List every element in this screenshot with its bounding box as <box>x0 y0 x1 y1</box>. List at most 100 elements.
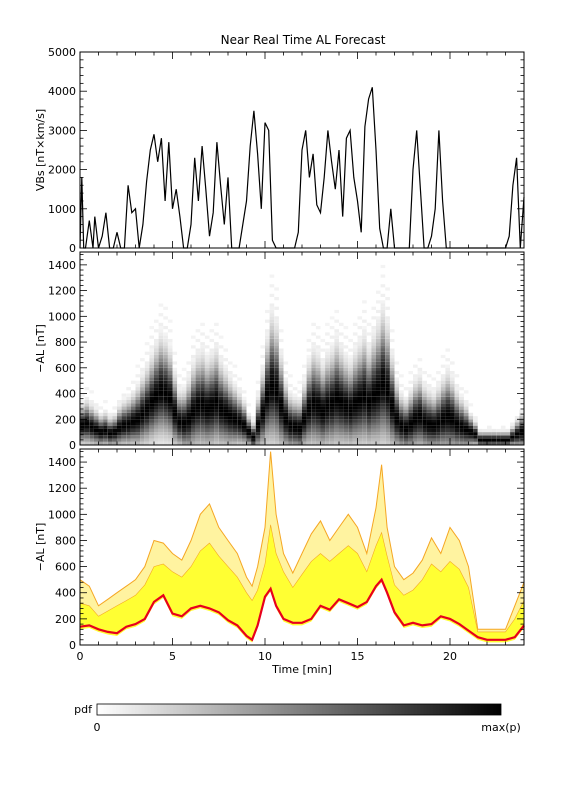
heatmap-cell <box>237 435 242 439</box>
heatmap-cell <box>177 409 182 413</box>
heatmap-cell <box>320 435 326 439</box>
heatmap-cell <box>403 422 409 426</box>
heatmap-cell <box>158 361 164 365</box>
heatmap-cell <box>167 354 173 359</box>
heatmap-cell <box>302 374 307 378</box>
heatmap-cell <box>228 422 233 426</box>
heatmap-cell <box>167 345 173 349</box>
heatmap-cell <box>408 416 413 420</box>
heatmap-cell <box>306 396 312 400</box>
heatmap-cell <box>181 406 187 410</box>
heatmap-cell <box>200 403 205 407</box>
heatmap-cell <box>89 412 94 416</box>
heatmap-cell <box>107 438 113 442</box>
heatmap-cell <box>200 332 205 336</box>
heatmap-cell <box>237 422 242 426</box>
heatmap-cell <box>154 345 159 349</box>
heatmap-cell <box>130 428 136 433</box>
heatmap-cell <box>292 400 298 404</box>
heatmap-cell <box>343 367 349 371</box>
heatmap-cell <box>343 364 349 368</box>
heatmap-cell <box>154 338 159 343</box>
heatmap-cell <box>265 432 270 436</box>
heatmap-cell <box>191 432 196 436</box>
heatmap-cell <box>84 403 90 407</box>
heatmap-cell <box>343 351 349 355</box>
heatmap-cell <box>385 361 390 365</box>
heatmap-cell <box>89 435 94 439</box>
heatmap-cell <box>371 329 376 333</box>
heatmap-cell <box>274 345 279 349</box>
heatmap-cell <box>103 409 108 413</box>
heatmap-cell <box>186 380 191 384</box>
heatmap-cell <box>140 425 145 429</box>
heatmap-cell <box>283 441 289 445</box>
heatmap-cell <box>339 406 344 410</box>
heatmap-cell <box>260 380 265 384</box>
heatmap-cell <box>454 438 460 442</box>
heatmap-cell <box>117 441 122 445</box>
heatmap-cell <box>144 428 150 433</box>
heatmap-cell <box>80 428 85 433</box>
heatmap-cell <box>177 419 182 423</box>
heatmap-cell <box>320 364 326 368</box>
heatmap-cell <box>413 425 418 429</box>
heatmap-cell <box>200 406 205 410</box>
heatmap-cell <box>89 403 94 407</box>
heatmap-cell <box>297 428 302 433</box>
heatmap-cell <box>121 393 127 397</box>
heatmap-cell <box>362 329 367 333</box>
heatmap-cell <box>278 432 284 436</box>
heatmap-cell <box>394 425 400 429</box>
heatmap-cell <box>339 371 344 375</box>
heatmap-cell <box>380 422 386 426</box>
heatmap-cell <box>218 425 224 429</box>
heatmap-cell <box>237 406 242 410</box>
heatmap-cell <box>445 390 450 394</box>
heatmap-cell <box>325 412 330 416</box>
heatmap-cell <box>306 358 312 362</box>
heatmap-cell <box>311 351 316 355</box>
heatmap-cell <box>334 309 339 314</box>
heatmap-cell <box>130 403 136 407</box>
heatmap-cell <box>172 425 178 429</box>
heatmap-cell <box>204 354 210 359</box>
heatmap-cell <box>121 400 127 404</box>
heatmap-cell <box>186 432 191 436</box>
heatmap-cell <box>348 435 353 439</box>
heatmap-cell <box>408 412 413 416</box>
heatmap-cell <box>399 396 404 400</box>
heatmap-cell <box>107 425 113 429</box>
heatmap-cell <box>334 390 339 394</box>
heatmap-cell <box>140 371 145 375</box>
heatmap-cell <box>278 351 284 355</box>
heatmap-cell <box>362 326 367 330</box>
heatmap-cell <box>172 438 178 442</box>
heatmap-cell <box>348 403 353 407</box>
heatmap-cell <box>468 412 474 416</box>
heatmap-cell <box>343 406 349 410</box>
heatmap-cell <box>186 383 191 388</box>
heatmap-cell <box>306 428 312 433</box>
heatmap-cell <box>274 419 279 423</box>
heatmap-cell <box>195 348 201 352</box>
heatmap-cell <box>260 419 265 423</box>
colorbar: pdf 0 max(p) <box>74 703 521 734</box>
heatmap-cell <box>329 380 335 384</box>
heatmap-cell <box>283 406 289 410</box>
heatmap-cell <box>283 393 289 397</box>
heatmap-cell <box>228 361 233 365</box>
heatmap-cell <box>223 364 228 368</box>
heatmap-cell <box>385 419 390 423</box>
heatmap-cell <box>450 432 455 436</box>
heatmap-cell <box>228 409 233 413</box>
heatmap-cell <box>371 390 376 394</box>
heatmap-cell <box>422 419 427 423</box>
heatmap-cell <box>357 351 363 355</box>
heatmap-cell <box>186 403 191 407</box>
heatmap-cell <box>149 438 154 442</box>
heatmap-cell <box>98 412 104 416</box>
heatmap-cell <box>191 412 196 416</box>
heatmap-cell <box>172 380 178 384</box>
heatmap-cell <box>315 409 321 413</box>
